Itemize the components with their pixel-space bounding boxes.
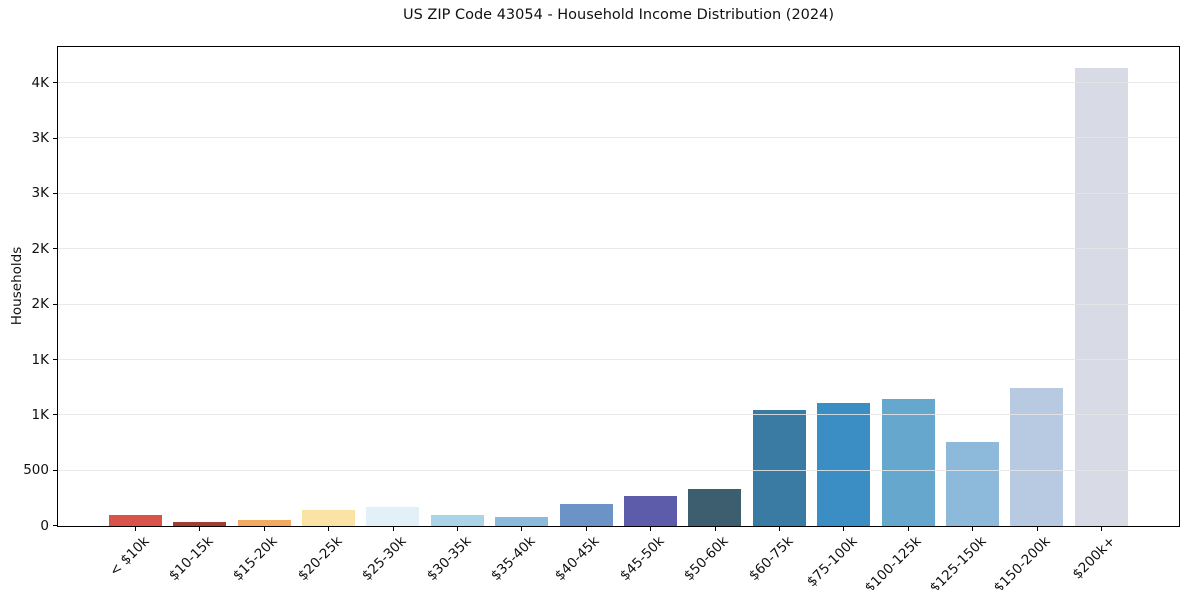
bar <box>1074 67 1128 526</box>
x-tick-mark <box>1101 526 1102 531</box>
bar <box>881 398 935 526</box>
y-tick-label: 4K <box>31 74 49 91</box>
x-tick-label: < $10k <box>106 533 153 580</box>
gridline <box>58 358 1179 360</box>
y-tick-mark <box>53 414 57 416</box>
bar <box>688 488 742 526</box>
y-axis-label: Households <box>9 246 25 326</box>
plot-area <box>57 46 1180 527</box>
bar <box>366 506 420 526</box>
bar <box>430 514 484 526</box>
y-tick-mark <box>53 82 57 84</box>
y-tick-label: 1K <box>31 406 49 423</box>
x-tick-mark <box>907 526 909 531</box>
y-tick-mark <box>53 137 57 139</box>
bar <box>817 402 871 526</box>
gridline <box>58 414 1179 416</box>
gridline <box>58 469 1179 471</box>
x-tick-mark <box>714 526 716 531</box>
y-tick-mark <box>53 303 57 305</box>
x-tick-mark <box>135 526 136 531</box>
x-tick-mark <box>779 526 780 531</box>
bar <box>173 522 227 526</box>
x-tick-mark <box>585 526 587 531</box>
bar <box>623 495 677 526</box>
bar <box>301 509 355 526</box>
bar <box>1010 388 1064 526</box>
gridline <box>58 137 1179 139</box>
x-tick-mark <box>392 526 394 531</box>
bar <box>108 514 162 526</box>
x-tick-mark <box>843 526 845 531</box>
y-tick-label: 2K <box>31 240 49 257</box>
x-tick-mark <box>199 526 201 531</box>
y-tick-label: 3K <box>31 130 49 147</box>
x-tick-mark <box>650 526 652 531</box>
x-tick-mark <box>328 526 330 531</box>
bar <box>495 516 549 526</box>
y-tick-mark <box>53 525 57 527</box>
x-tick-mark <box>263 526 265 531</box>
gridline <box>58 82 1179 84</box>
gridline <box>58 192 1179 194</box>
y-tick-label: 500 <box>23 462 49 479</box>
x-tick-mark <box>457 526 458 531</box>
y-tick-label: 2K <box>31 296 49 313</box>
y-tick-mark <box>53 469 57 471</box>
x-tick-mark <box>1036 526 1038 531</box>
y-tick-mark <box>53 248 57 250</box>
bar <box>237 519 291 526</box>
chart-title: US ZIP Code 43054 - Household Income Dis… <box>402 7 835 23</box>
y-tick-mark <box>53 359 57 361</box>
bar <box>559 504 613 526</box>
gridline <box>58 303 1179 305</box>
y-tick-mark <box>53 192 57 194</box>
y-tick-label: 3K <box>31 185 49 202</box>
x-tick-mark <box>521 526 523 531</box>
bar <box>752 409 806 526</box>
y-tick-label: 1K <box>31 351 49 368</box>
x-tick-mark <box>972 526 974 531</box>
y-tick-label: 0 <box>40 517 49 534</box>
gridline <box>58 248 1179 250</box>
bar <box>945 441 999 526</box>
